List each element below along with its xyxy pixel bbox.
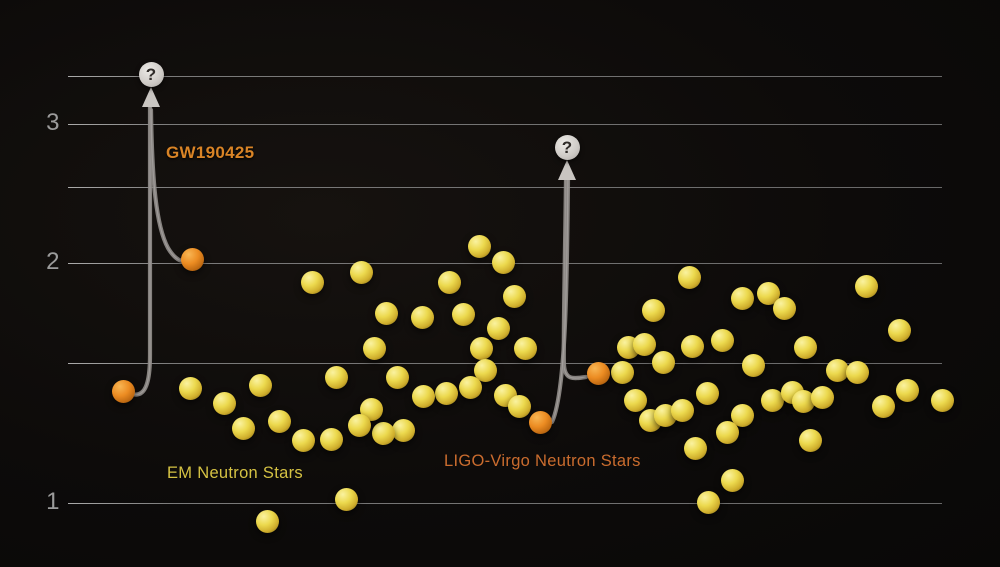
em-neutron-star [347,413,371,437]
em-neutron-star [696,490,720,514]
em-neutron-star [178,376,202,400]
em-neutron-star [683,436,707,460]
em-neutron-star [854,274,878,298]
question-mark-badge: ? [554,134,580,160]
em-neutron-star [434,381,458,405]
em-neutron-star [324,365,348,389]
em-neutron-stars-group-label: EM Neutron Stars [167,464,303,482]
em-neutron-star [334,487,358,511]
em-neutron-star [845,360,869,384]
em-neutron-star [411,384,435,408]
em-neutron-star [871,394,895,418]
em-neutron-star [810,385,834,409]
ligo-virgo-neutron-star [586,361,610,385]
em-neutron-star [291,428,315,452]
merger-connection-curve [148,107,189,264]
em-neutron-star [610,360,634,384]
gridline [68,363,942,364]
em-neutron-star [677,265,701,289]
merger-connection-curve-highlight [150,109,187,262]
em-neutron-star [887,318,911,342]
em-neutron-star [695,381,719,405]
em-neutron-star [300,270,324,294]
em-neutron-star [641,298,665,322]
gridline [68,76,942,77]
em-neutron-star [623,388,647,412]
em-neutron-star [895,378,919,402]
y-axis-tick-label: 2 [46,247,60,275]
em-neutron-star [451,302,475,326]
em-neutron-star [231,416,255,440]
em-neutron-star [437,270,461,294]
up-arrow-icon [558,160,576,180]
em-neutron-star [930,388,954,412]
em-neutron-star [410,305,434,329]
gw190425-event-label: GW190425 [166,143,255,162]
em-neutron-star [255,509,279,533]
em-neutron-star [741,353,765,377]
em-neutron-star [730,286,754,310]
em-neutron-star [825,358,849,382]
merger-connection-curve [129,100,153,397]
em-neutron-star [513,336,537,360]
em-neutron-star [267,409,291,433]
em-neutron-star [730,403,754,427]
ligo-virgo-neutron-star [528,410,552,434]
em-neutron-star [760,388,784,412]
em-neutron-star [632,332,656,356]
em-neutron-star [670,398,694,422]
em-neutron-star [680,334,704,358]
em-neutron-star [715,420,739,444]
em-neutron-star [756,281,780,305]
em-neutron-star [349,260,373,284]
gridline [68,187,942,188]
em-neutron-star [772,296,796,320]
em-neutron-star [319,427,343,451]
merger-connection-curve-highlight [551,177,569,423]
up-arrow-icon [142,87,160,107]
em-neutron-star [710,328,734,352]
ligo-virgo-neutron-stars-group-label: LIGO-Virgo Neutron Stars [444,452,641,470]
em-neutron-star [391,418,415,442]
em-neutron-star [362,336,386,360]
em-neutron-star [473,358,497,382]
gridline [68,503,942,504]
ligo-virgo-neutron-star [180,247,204,271]
em-neutron-star [374,301,398,325]
em-neutron-star [458,375,482,399]
question-mark-badge: ? [138,61,164,87]
em-neutron-star [212,391,236,415]
y-axis-tick-label: 1 [46,487,60,515]
em-neutron-star [491,250,515,274]
em-neutron-star [651,350,675,374]
em-neutron-star [507,394,531,418]
em-neutron-star [385,365,409,389]
em-neutron-star [371,421,395,445]
gridline [68,124,942,125]
y-axis-tick-label: 3 [46,108,60,136]
ligo-virgo-neutron-star [111,379,135,403]
em-neutron-star [467,234,491,258]
merger-connection-curve-highlight [131,102,151,396]
em-neutron-star [793,335,817,359]
em-neutron-star [720,468,744,492]
em-neutron-star [798,428,822,452]
em-neutron-star [248,373,272,397]
em-neutron-star [502,284,526,308]
em-neutron-star [791,389,815,413]
em-neutron-star [486,316,510,340]
em-neutron-star [469,336,493,360]
